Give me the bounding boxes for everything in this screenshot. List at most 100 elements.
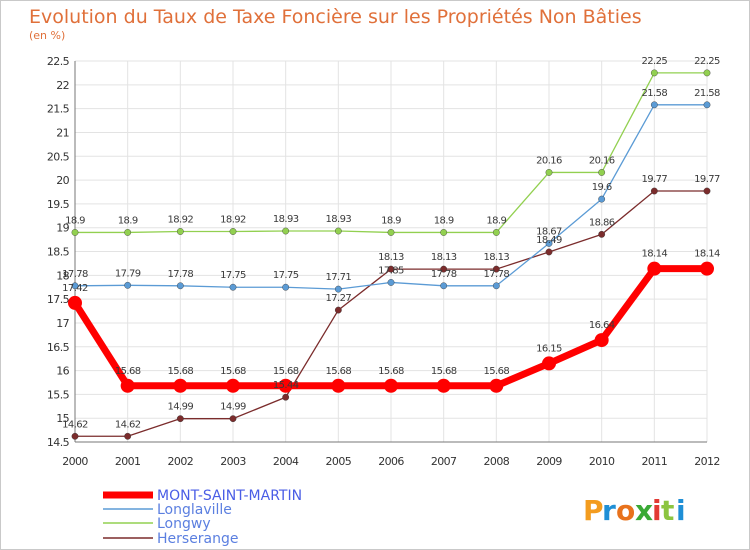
data-label-longlaville: 17.79 xyxy=(115,268,141,279)
data-point-mont-saint-martin xyxy=(594,333,609,348)
data-point-mont-saint-martin xyxy=(436,378,451,393)
y-tick-label: 20 xyxy=(56,174,69,187)
data-point-longwy xyxy=(545,169,553,176)
data-point-mont-saint-martin xyxy=(489,378,504,393)
data-point-longlaville xyxy=(598,195,606,203)
series-layer xyxy=(68,69,714,440)
data-label-longlaville: 17.78 xyxy=(431,269,457,280)
data-label-longlaville: 18.67 xyxy=(536,226,562,237)
x-tick-label: 2011 xyxy=(642,455,668,468)
data-label-longwy: 22.25 xyxy=(642,56,668,67)
x-tick-label: 2009 xyxy=(536,455,562,468)
y-tick-label: 21 xyxy=(56,126,69,139)
data-label-mont-saint-martin: 15.68 xyxy=(220,366,246,377)
y-tick-label: 17 xyxy=(56,317,69,330)
data-label-mont-saint-martin: 18.14 xyxy=(694,249,720,260)
data-label-longlaville: 19.6 xyxy=(592,182,612,193)
data-label-herserange: 18.49 xyxy=(536,235,562,246)
x-tick-label: 2001 xyxy=(115,455,141,468)
data-point-longwy xyxy=(440,229,448,236)
data-label-longwy: 18.9 xyxy=(65,215,85,226)
legend-label-longwy: Longwy xyxy=(157,516,211,532)
data-point-longwy xyxy=(124,229,132,236)
y-tick-label: 15 xyxy=(56,412,69,425)
y-tick-label: 21.5 xyxy=(47,103,70,116)
data-point-mont-saint-martin xyxy=(173,378,188,393)
data-label-herserange: 17.27 xyxy=(326,293,352,304)
x-tick-label: 2006 xyxy=(378,455,404,468)
data-label-longwy: 18.9 xyxy=(486,215,506,226)
data-label-herserange: 15.44 xyxy=(273,380,299,391)
data-point-mont-saint-martin xyxy=(331,378,346,393)
legend-label-mont-saint-martin: MONT-SAINT-MARTIN xyxy=(157,488,302,504)
data-label-mont-saint-martin: 15.68 xyxy=(326,366,352,377)
data-label-mont-saint-martin: 18.14 xyxy=(642,249,668,260)
y-tick-label: 22.5 xyxy=(47,55,70,68)
data-point-herserange xyxy=(71,432,79,440)
data-point-longwy xyxy=(229,228,237,235)
data-label-longwy: 18.92 xyxy=(168,214,194,225)
data-label-longlaville: 21.58 xyxy=(694,88,720,99)
data-label-mont-saint-martin: 15.68 xyxy=(168,366,194,377)
data-point-longlaville xyxy=(282,283,290,291)
logo-letter-o: o xyxy=(616,494,635,527)
x-tick-label: 2010 xyxy=(589,455,615,468)
legend: MONT-SAINT-MARTINLonglavilleLongwyHerser… xyxy=(103,488,302,547)
data-label-longwy: 18.93 xyxy=(273,214,299,225)
y-tick-label: 20.5 xyxy=(47,150,70,163)
data-label-herserange: 18.13 xyxy=(378,252,404,263)
data-label-herserange: 18.13 xyxy=(431,252,457,263)
data-label-longlaville: 17.75 xyxy=(273,270,299,281)
y-tick-label: 15.5 xyxy=(47,388,70,401)
data-point-longlaville xyxy=(124,281,132,289)
data-label-longlaville: 17.75 xyxy=(220,270,246,281)
data-label-longlaville: 17.71 xyxy=(326,272,352,283)
data-point-herserange xyxy=(387,265,395,273)
data-point-longlaville xyxy=(229,283,237,291)
data-point-longlaville xyxy=(545,240,553,247)
x-tick-label: 2002 xyxy=(168,455,194,468)
data-label-herserange: 19.77 xyxy=(694,174,720,185)
data-point-longwy xyxy=(71,229,79,236)
y-tick-label: 14.5 xyxy=(47,436,70,449)
data-label-mont-saint-martin: 15.68 xyxy=(484,366,510,377)
data-label-longwy: 22.25 xyxy=(694,56,720,67)
data-label-mont-saint-martin: 15.68 xyxy=(115,366,141,377)
data-point-longlaville xyxy=(440,282,448,290)
data-label-longwy: 18.9 xyxy=(434,215,454,226)
data-label-mont-saint-martin: 16.64 xyxy=(589,320,615,331)
x-tick-label: 2008 xyxy=(484,455,510,468)
logo-letter-i2: i xyxy=(676,494,686,527)
data-point-longlaville xyxy=(334,285,342,293)
data-point-longwy xyxy=(282,227,290,235)
data-label-longlaville: 21.58 xyxy=(642,88,668,99)
data-label-longlaville: 17.85 xyxy=(378,265,404,276)
data-label-longwy: 18.9 xyxy=(381,215,401,226)
data-point-longwy xyxy=(387,229,395,236)
data-point-mont-saint-martin xyxy=(647,261,662,276)
x-tick-label: 2003 xyxy=(220,455,246,468)
data-label-longlaville: 17.78 xyxy=(168,269,194,280)
data-point-herserange xyxy=(703,187,711,195)
logo-letter-i: i xyxy=(652,494,662,527)
x-tick-label: 2000 xyxy=(62,455,88,468)
logo-letter-r: r xyxy=(602,494,616,527)
data-point-mont-saint-martin xyxy=(384,378,398,393)
legend-label-longlaville: Longlaville xyxy=(157,502,232,518)
data-point-mont-saint-martin xyxy=(278,378,293,393)
data-point-longlaville xyxy=(71,282,79,290)
y-tick-label: 22 xyxy=(56,79,69,92)
data-label-layer: 17.42 15.68 15.68 15.68 15.68 15.68 15.68 15.68… xyxy=(62,56,720,430)
data-point-herserange xyxy=(282,393,290,401)
y-tick-label: 16.5 xyxy=(47,341,70,354)
data-label-herserange: 14.99 xyxy=(220,402,246,413)
data-label-longlaville: 17.78 xyxy=(62,269,88,280)
data-point-herserange xyxy=(124,432,132,440)
data-point-longwy xyxy=(334,227,342,235)
data-label-longwy: 18.92 xyxy=(220,214,246,225)
data-point-mont-saint-martin xyxy=(120,378,135,393)
data-point-longwy xyxy=(650,69,658,77)
data-label-herserange: 18.86 xyxy=(589,217,615,228)
